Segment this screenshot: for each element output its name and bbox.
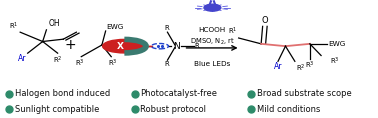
- Text: O: O: [262, 16, 268, 25]
- Text: DMSO, N$_2$, rt: DMSO, N$_2$, rt: [190, 36, 234, 47]
- Text: Photocatalyst-free: Photocatalyst-free: [141, 89, 217, 99]
- Text: Sunlight compatible: Sunlight compatible: [15, 105, 99, 114]
- Text: Halogen bond induced: Halogen bond induced: [15, 89, 110, 99]
- Text: EWG: EWG: [106, 24, 124, 30]
- Text: R$^3$: R$^3$: [330, 55, 340, 67]
- Text: R$^3$: R$^3$: [305, 60, 314, 72]
- Text: R$^2$: R$^2$: [296, 63, 305, 74]
- Text: N: N: [174, 42, 180, 51]
- Text: Broad substrate scope: Broad substrate scope: [257, 89, 352, 99]
- Text: Mild conditions: Mild conditions: [257, 105, 320, 114]
- Text: R: R: [195, 43, 200, 49]
- Text: R$^2$: R$^2$: [53, 54, 62, 66]
- Text: Ar: Ar: [19, 54, 27, 63]
- Text: R: R: [164, 61, 169, 67]
- Text: Blue LEDs: Blue LEDs: [194, 61, 230, 67]
- Text: HCOOH: HCOOH: [198, 27, 226, 33]
- Ellipse shape: [204, 4, 221, 11]
- Text: R$^1$: R$^1$: [228, 26, 237, 37]
- Text: R$^1$: R$^1$: [9, 20, 19, 32]
- Text: OH: OH: [48, 19, 60, 28]
- Text: R$^3$: R$^3$: [107, 58, 117, 69]
- Text: Robust protocol: Robust protocol: [141, 105, 206, 114]
- Text: R: R: [164, 25, 169, 31]
- Text: EWG: EWG: [328, 41, 345, 47]
- Text: X: X: [117, 42, 124, 51]
- Circle shape: [102, 39, 146, 53]
- Text: +: +: [64, 38, 76, 52]
- Text: Ar: Ar: [274, 63, 282, 72]
- Text: R$^3$: R$^3$: [74, 58, 84, 69]
